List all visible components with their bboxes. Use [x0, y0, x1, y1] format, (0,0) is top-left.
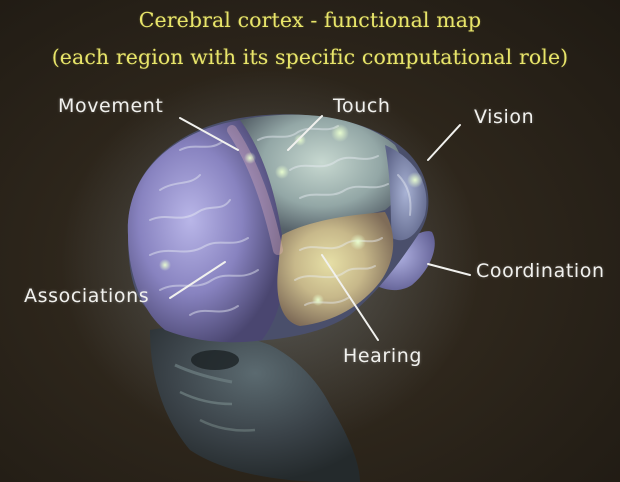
touch-pointer	[287, 115, 323, 151]
slide-subtitle: (each region with its specific computati…	[51, 45, 569, 69]
gyri-texture	[149, 125, 412, 316]
frontal-lobe	[127, 120, 285, 343]
occipital-lobe	[385, 145, 427, 241]
parietal-lobe	[240, 114, 404, 235]
label-touch: Touch	[333, 95, 391, 117]
label-hearing: Hearing	[343, 345, 423, 367]
slide-title: Cerebral cortex - functional map	[138, 8, 482, 32]
label-coordination: Coordination	[476, 260, 605, 282]
label-associations: Associations	[24, 285, 150, 307]
movement-pointer	[179, 117, 239, 151]
coordination-pointer	[427, 263, 471, 276]
associations-pointer	[169, 261, 226, 299]
vision-pointer	[427, 124, 461, 161]
eye-socket	[191, 350, 239, 370]
label-movement: Movement	[58, 95, 164, 117]
motor-strip	[227, 125, 283, 255]
label-vision: Vision	[474, 106, 535, 128]
hearing-pointer	[321, 254, 379, 341]
activation-glows	[159, 124, 423, 306]
